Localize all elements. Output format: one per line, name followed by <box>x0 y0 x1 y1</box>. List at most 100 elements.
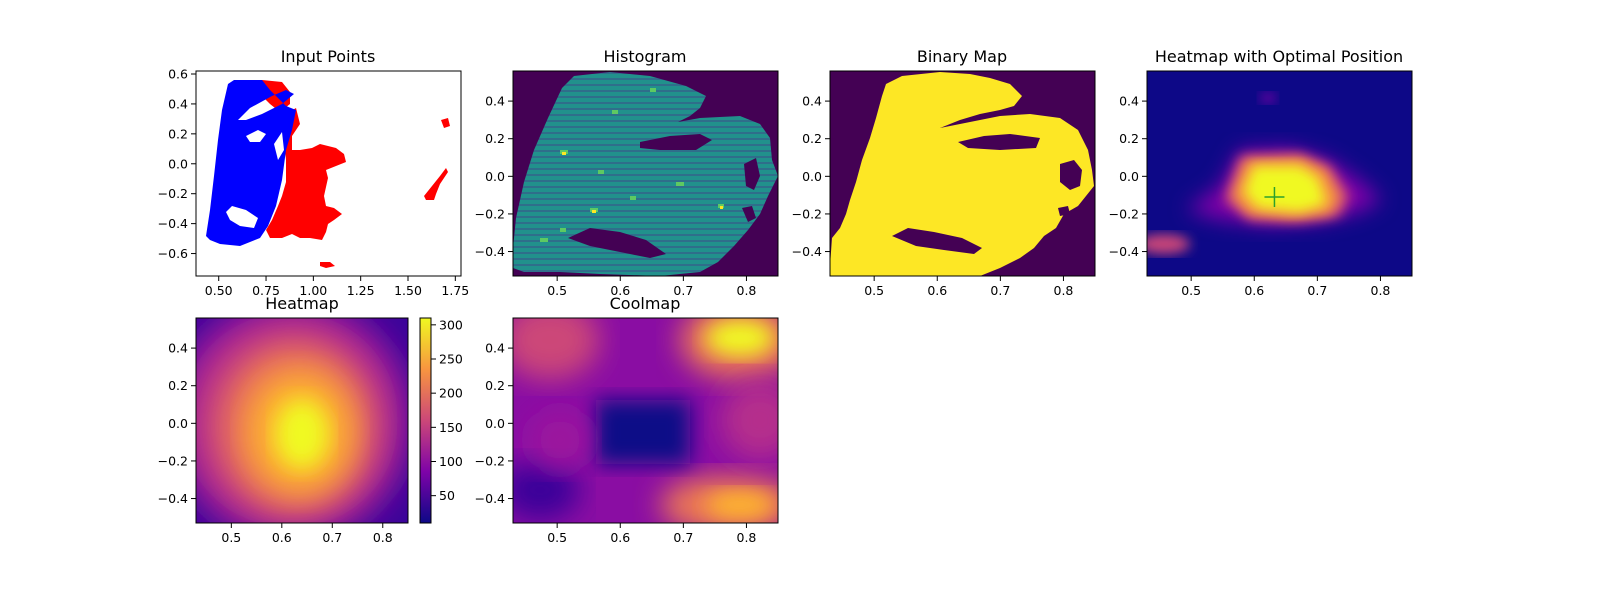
y-tick-label: −0.2 <box>475 206 505 221</box>
histogram-occupied-region <box>513 72 778 276</box>
x-tick-label: 0.5 <box>547 283 567 298</box>
x-tick-label: 0.6 <box>610 530 630 545</box>
x-tick-label: 0.8 <box>1371 283 1391 298</box>
heatmap-field <box>196 318 408 523</box>
y-tick-label: 0.2 <box>168 126 188 141</box>
panel-input-points: Input Points 0.50 0.75 1.00 1.25 1.50 1.75 −0.… <box>158 47 470 298</box>
colorbar-tick-label: 250 <box>439 352 463 367</box>
y-tick-label: 0.0 <box>485 416 505 431</box>
y-tick-label: −0.4 <box>1109 244 1139 259</box>
x-tick-label: 0.5 <box>864 283 884 298</box>
y-tick-label: −0.6 <box>158 246 188 261</box>
axes-frame-coolmap <box>512 317 779 524</box>
x-tick-label: 0.7 <box>322 530 342 545</box>
title-heatmap-optimal: Heatmap with Optimal Position <box>1155 47 1403 66</box>
y-tick-label: 0.0 <box>168 416 188 431</box>
title-heatmap: Heatmap <box>265 294 339 313</box>
y-tick-label: 0.4 <box>485 341 505 356</box>
colorbar-tick-label: 100 <box>439 454 463 469</box>
colorbar-tick-label: 50 <box>439 488 455 503</box>
x-tick-label: 0.6 <box>610 283 630 298</box>
y-tick-label: 0.4 <box>168 341 188 356</box>
colorbar-tick-label: 300 <box>439 317 463 332</box>
title-histogram: Histogram <box>604 47 687 66</box>
y-tick-label: 0.0 <box>802 169 822 184</box>
coolmap-field <box>513 318 778 523</box>
x-tick-label: 0.8 <box>737 283 757 298</box>
axes-frame-binary-map <box>829 70 1096 277</box>
y-tick-label: 0.2 <box>1119 131 1139 146</box>
x-tick-label: 0.50 <box>205 283 233 298</box>
y-tick-label: 0.2 <box>485 378 505 393</box>
y-tick-label: 0.2 <box>802 131 822 146</box>
y-tick-label: 0.2 <box>168 378 188 393</box>
x-tick-label: 1.00 <box>299 283 327 298</box>
y-tick-label: 0.0 <box>485 169 505 184</box>
y-tick-label: −0.4 <box>475 244 505 259</box>
colorbar-tick-label: 200 <box>439 386 463 401</box>
ticks-histogram: 0.5 0.6 0.7 0.8 −0.4 −0.2 0.0 0.2 0.4 <box>475 94 757 298</box>
ticks-heatmap-optimal: 0.5 0.6 0.7 0.8 −0.4 −0.2 0.0 0.2 0.4 <box>1109 94 1391 298</box>
x-tick-label: 0.6 <box>927 283 947 298</box>
x-tick-label: 0.6 <box>272 530 292 545</box>
histogram-peak-cells <box>562 152 723 213</box>
x-tick-label: 0.7 <box>1307 283 1327 298</box>
panel-heatmap: Heatmap 0.5 0.6 0.7 0.8 −0.4 −0.2 0.0 0.2 0.4 50… <box>158 294 463 545</box>
y-tick-label: 0.4 <box>802 94 822 109</box>
x-tick-label: 1.25 <box>347 283 375 298</box>
panel-heatmap-optimal: Heatmap with Optimal Position 0.5 0.6 0.7 0… <box>1109 47 1413 298</box>
x-tick-label: 0.7 <box>990 283 1010 298</box>
y-tick-label: −0.2 <box>158 453 188 468</box>
panel-binary-map: Binary Map 0.5 0.6 0.7 0.8 −0.4 −0.2 0.0 0.2 0.4 <box>792 47 1096 298</box>
x-tick-label: 0.6 <box>1244 283 1264 298</box>
x-tick-label: 0.7 <box>673 283 693 298</box>
x-tick-label: 0.8 <box>737 530 757 545</box>
y-tick-label: 0.0 <box>168 156 188 171</box>
title-input-points: Input Points <box>281 47 376 66</box>
y-tick-label: −0.2 <box>158 186 188 201</box>
x-tick-label: 0.7 <box>673 530 693 545</box>
binary-map-occupied-region <box>830 72 1094 276</box>
y-tick-label: 0.2 <box>485 131 505 146</box>
y-tick-label: 0.4 <box>1119 94 1139 109</box>
scatter-series-blue <box>206 80 296 246</box>
scatter-series-red <box>248 80 450 268</box>
ticks-coolmap: 0.5 0.6 0.7 0.8 −0.4 −0.2 0.0 0.2 0.4 <box>475 341 757 545</box>
ticks-heatmap: 0.5 0.6 0.7 0.8 −0.4 −0.2 0.0 0.2 0.4 <box>158 341 393 545</box>
axes-frame-heatmap <box>195 317 409 524</box>
x-tick-label: 0.5 <box>221 530 241 545</box>
y-tick-label: 0.0 <box>1119 169 1139 184</box>
x-tick-label: 1.50 <box>394 283 422 298</box>
y-tick-label: −0.4 <box>475 491 505 506</box>
axes-frame-histogram <box>512 70 779 277</box>
y-tick-label: −0.2 <box>792 206 822 221</box>
colorbar-tick-label: 150 <box>439 420 463 435</box>
colorbar-ticks: 50 100 150 200 250 300 <box>431 317 463 503</box>
optimal-position-marker <box>1264 187 1285 208</box>
x-tick-label: 0.5 <box>1181 283 1201 298</box>
x-tick-label: 0.75 <box>252 283 280 298</box>
y-tick-label: −0.4 <box>158 491 188 506</box>
axes-frame-heatmap-optimal <box>1146 70 1413 277</box>
y-tick-label: −0.4 <box>158 216 188 231</box>
binary-map-holes <box>892 134 1082 254</box>
x-tick-label: 0.8 <box>373 530 393 545</box>
ticks-binary-map: 0.5 0.6 0.7 0.8 −0.4 −0.2 0.0 0.2 0.4 <box>792 94 1074 298</box>
x-tick-label: 1.75 <box>441 283 469 298</box>
y-tick-label: −0.2 <box>1109 206 1139 221</box>
ticks-input-points: 0.50 0.75 1.00 1.25 1.50 1.75 −0.6 −0.4 −0.2 0.0 0… <box>158 66 470 298</box>
colorbar-frame <box>419 317 432 524</box>
heatmap-optimal-field <box>1147 93 1382 254</box>
y-tick-label: 0.4 <box>168 96 188 111</box>
panel-histogram: Histogram 0.5 0.6 0.7 0.8 −0.4 −0.2 0.0 0.2 0.4 <box>475 47 779 298</box>
title-binary-map: Binary Map <box>917 47 1007 66</box>
y-tick-label: 0.6 <box>168 66 188 81</box>
axes-frame-input-points <box>195 70 462 277</box>
y-tick-label: −0.4 <box>792 244 822 259</box>
colorbar <box>420 318 431 523</box>
y-tick-label: 0.4 <box>485 94 505 109</box>
x-tick-label: 0.5 <box>547 530 567 545</box>
y-tick-label: −0.2 <box>475 453 505 468</box>
title-coolmap: Coolmap <box>610 294 681 313</box>
